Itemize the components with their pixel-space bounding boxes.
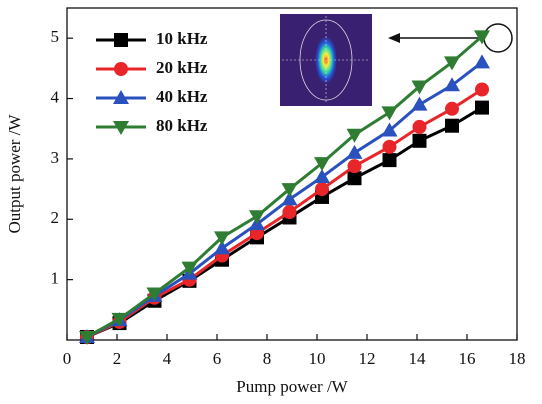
x-tick-label: 12: [359, 349, 376, 368]
marker: [249, 210, 265, 225]
marker: [474, 30, 490, 45]
marker: [315, 182, 329, 197]
marker: [411, 96, 428, 111]
legend-marker: [114, 62, 128, 76]
x-tick-label: 14: [409, 349, 427, 368]
marker: [281, 183, 298, 198]
legend-marker: [113, 121, 129, 135]
plot-frame: [66, 7, 518, 341]
inset-image: [280, 14, 372, 106]
x-tick-label: 4: [163, 349, 172, 368]
marker: [79, 330, 95, 345]
marker: [214, 240, 230, 255]
marker: [346, 144, 363, 159]
marker: [314, 169, 330, 184]
marker: [281, 191, 298, 206]
marker: [382, 139, 397, 154]
marker: [381, 106, 398, 121]
y-tick-label: 5: [51, 27, 60, 46]
x-tick-label: 8: [263, 349, 272, 368]
legend-label: 20 kHz: [156, 58, 208, 77]
marker: [475, 100, 489, 115]
x-tick-label: 10: [309, 349, 326, 368]
marker: [314, 157, 330, 172]
x-tick-label: 0: [63, 349, 72, 368]
x-tick-label: 6: [213, 349, 222, 368]
y-tick-label: 3: [51, 148, 60, 167]
y-tick-label: 4: [51, 87, 60, 106]
marker: [146, 287, 163, 302]
marker: [444, 56, 460, 71]
x-tick-label: 16: [459, 349, 476, 368]
x-tick-label: 2: [113, 349, 122, 368]
marker: [411, 80, 428, 95]
marker: [347, 159, 362, 174]
marker: [444, 77, 460, 92]
marker: [214, 231, 230, 246]
y-tick-label: 1: [51, 269, 60, 288]
y-tick-label: 2: [51, 208, 60, 227]
marker: [347, 171, 362, 186]
legend-label: 80 kHz: [156, 116, 208, 135]
x-tick-label: 18: [509, 349, 526, 368]
legend-label: 10 kHz: [156, 29, 208, 48]
marker: [412, 119, 427, 134]
legend-marker: [113, 90, 129, 104]
x-axis-label: Pump power /W: [236, 377, 348, 396]
marker: [346, 128, 363, 143]
marker: [381, 122, 398, 137]
marker: [445, 118, 459, 133]
y-axis-label: Output power /W: [5, 114, 24, 234]
marker: [382, 153, 397, 168]
marker: [111, 312, 128, 327]
annotation-arrow: [388, 23, 513, 53]
legend-marker: [114, 33, 128, 47]
marker: [474, 54, 490, 69]
marker: [282, 205, 297, 220]
marker: [181, 261, 198, 276]
marker: [445, 101, 459, 116]
marker: [412, 133, 427, 148]
marker: [475, 82, 489, 97]
legend-label: 40 kHz: [156, 87, 208, 106]
